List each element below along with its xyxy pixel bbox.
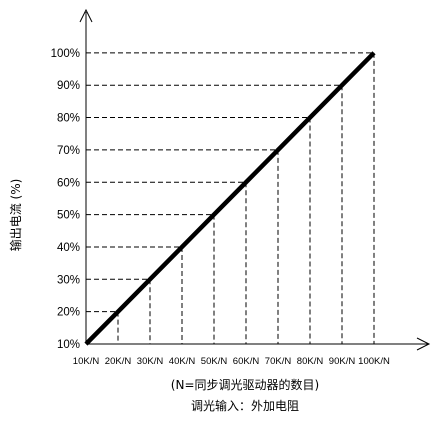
y-tick-label: 70% bbox=[57, 145, 80, 157]
y-tick-label: 10% bbox=[57, 339, 80, 351]
x-tick-label: 50K/N bbox=[201, 356, 228, 367]
y-tick-label: 90% bbox=[57, 80, 80, 92]
series-line bbox=[84, 51, 376, 346]
guide-lines bbox=[86, 52, 375, 344]
x-tick-label: 10K/N bbox=[73, 356, 100, 367]
x-tick-label: 40K/N bbox=[169, 356, 196, 367]
x-tick-label: 70K/N bbox=[265, 356, 292, 367]
x-tick-label: 90K/N bbox=[329, 356, 356, 367]
x-tick-label: 30K/N bbox=[137, 356, 164, 367]
x-tick-label: 60K/N bbox=[233, 356, 260, 367]
series bbox=[84, 51, 376, 346]
y-tick-label: 60% bbox=[57, 177, 80, 189]
x-tick-labels: 10K/N 20K/N 30K/N 40K/N 50K/N 60K/N 70K/N 80K/N… bbox=[73, 356, 390, 367]
y-axis-title: 输出电流 (%) bbox=[8, 179, 23, 252]
y-tick-label: 30% bbox=[57, 274, 80, 286]
y-tick-labels: 10% 20% 30% 40% 50% 60% 70% 80% 90% 100% bbox=[51, 48, 80, 351]
y-tick-label: 80% bbox=[57, 113, 80, 125]
x-axis-arrow bbox=[416, 337, 431, 351]
y-tick-label: 40% bbox=[57, 242, 80, 254]
x-tick-label: 80K/N bbox=[297, 356, 324, 367]
axes bbox=[79, 8, 431, 351]
x-axis-title-line2: 调光输入：外加电阻 bbox=[191, 398, 299, 413]
x-tick-label: 100K/N bbox=[358, 356, 390, 367]
y-tick-label: 100% bbox=[51, 48, 80, 60]
x-axis-title-line1: (N=同步调光驱动器的数目) bbox=[171, 377, 319, 392]
y-axis-arrow bbox=[79, 8, 93, 23]
y-tick-label: 50% bbox=[57, 210, 80, 222]
x-tick-label: 20K/N bbox=[105, 356, 132, 367]
y-tick-label: 20% bbox=[57, 307, 80, 319]
